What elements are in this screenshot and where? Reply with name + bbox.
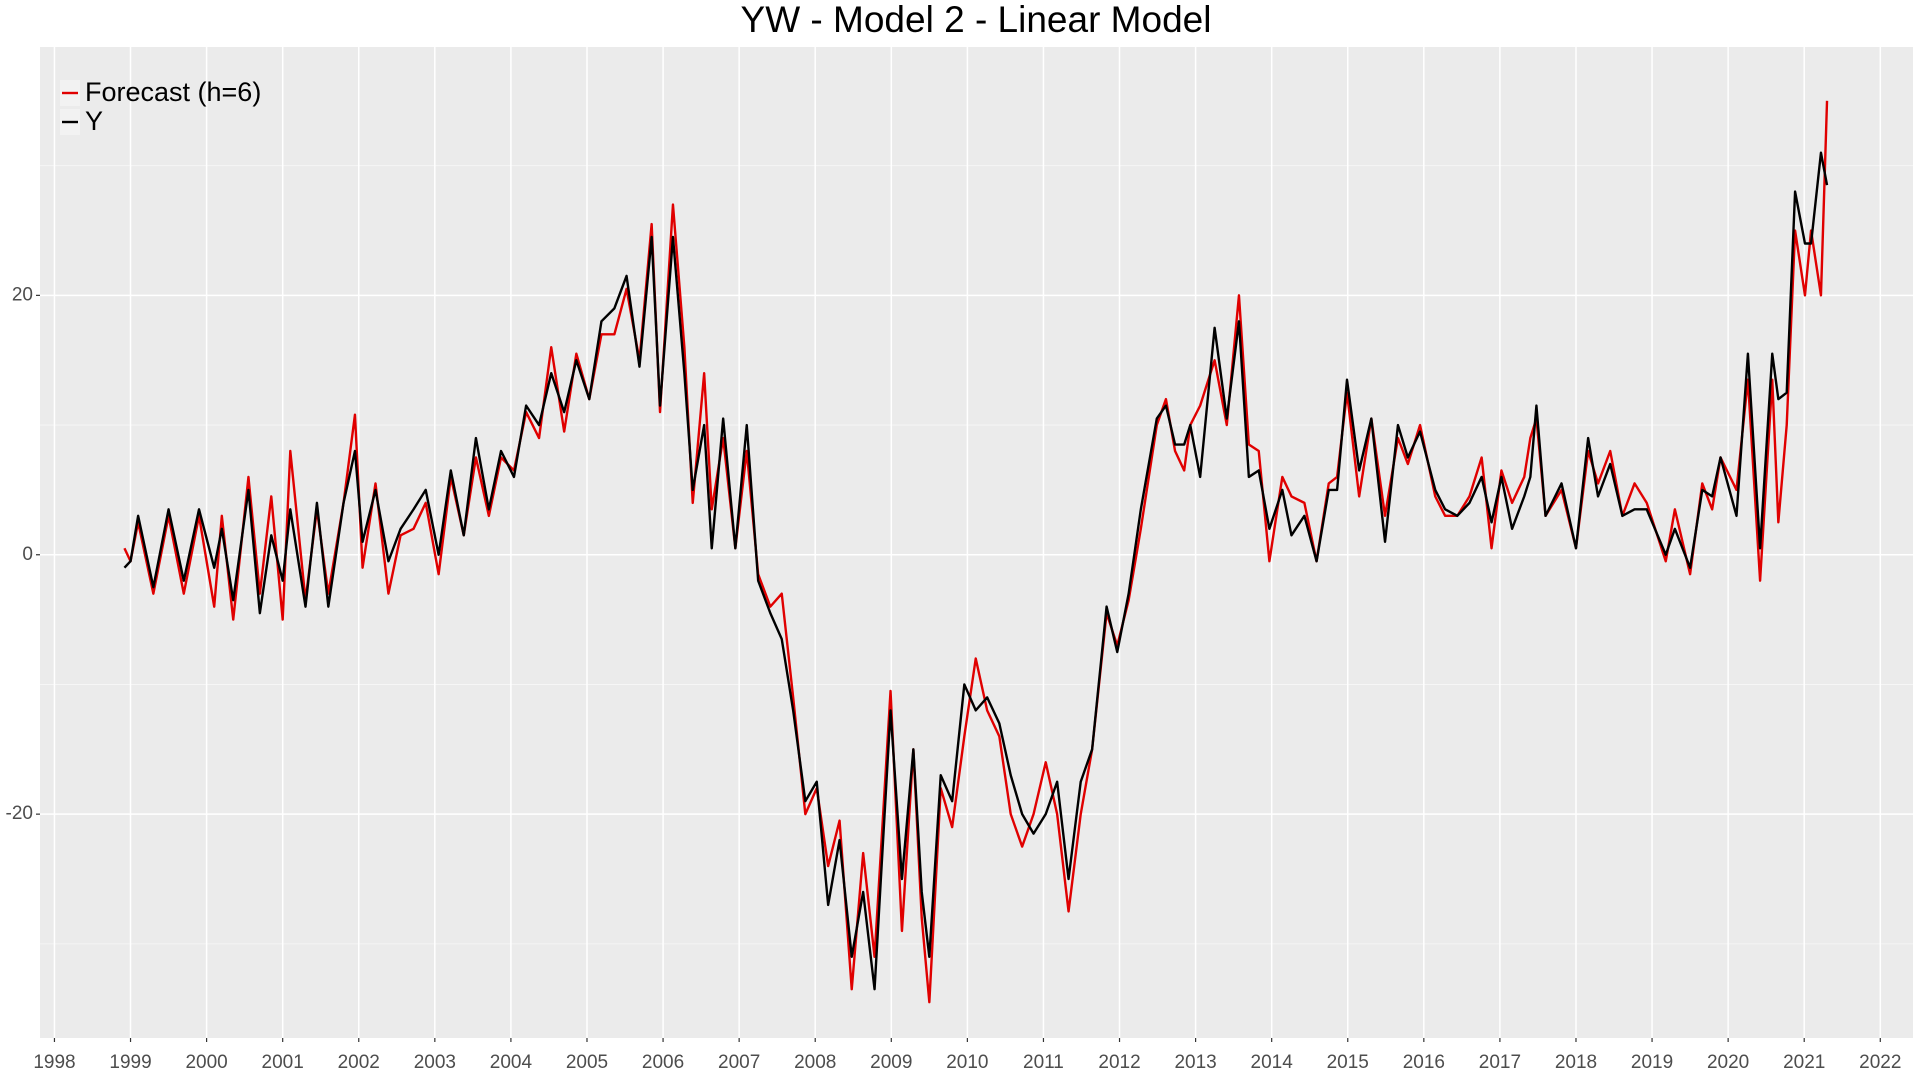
chart-title: YW - Model 2 - Linear Model xyxy=(741,0,1212,40)
y-tick-label: 20 xyxy=(12,284,33,305)
x-tick-label: 2013 xyxy=(1174,1052,1216,1073)
x-tick-label: 2010 xyxy=(946,1052,988,1073)
x-tick-label: 2022 xyxy=(1859,1052,1901,1073)
lines xyxy=(123,100,1829,1004)
x-tick-label: 2008 xyxy=(794,1052,836,1073)
x-tick-label: 2006 xyxy=(642,1052,684,1073)
x-tick-label: 2015 xyxy=(1327,1052,1369,1073)
panel-background xyxy=(40,47,1913,1038)
x-tick-label: 2002 xyxy=(338,1052,380,1073)
x-tick-label: 2020 xyxy=(1707,1052,1749,1073)
x-tick-label: 2005 xyxy=(566,1052,608,1073)
x-tick-label: 2003 xyxy=(414,1052,456,1073)
x-tick-label: 2007 xyxy=(718,1052,760,1073)
legend-label: Y xyxy=(85,106,103,136)
x-tick-label: 1998 xyxy=(33,1052,75,1073)
x-tick-label: 2014 xyxy=(1251,1052,1294,1073)
x-tick-label: 2018 xyxy=(1555,1052,1597,1073)
x-tick-label: 2021 xyxy=(1783,1052,1825,1073)
x-tick-label: 2017 xyxy=(1479,1052,1521,1073)
y-tick-label: -20 xyxy=(6,803,33,824)
legend-label: Forecast (h=6) xyxy=(85,77,261,107)
y-tick-label: 0 xyxy=(22,544,33,565)
x-tick-label: 2011 xyxy=(1023,1052,1064,1073)
legend: Forecast (h=6)Y xyxy=(60,77,261,136)
axes: -20 0 20 1998 1999 2000 2001 2002 2003 2004 2005 20… xyxy=(6,284,1902,1073)
x-tick-label: 2000 xyxy=(185,1052,227,1073)
series-line xyxy=(123,151,1829,991)
x-tick-label: 2012 xyxy=(1098,1052,1140,1073)
x-tick-label: 2019 xyxy=(1631,1052,1673,1073)
x-tick-label: 2016 xyxy=(1403,1052,1445,1073)
x-tick-label: 2001 xyxy=(262,1052,304,1073)
x-tick-label: 1999 xyxy=(109,1052,151,1073)
x-tick-label: 2009 xyxy=(870,1052,912,1073)
x-tick-label: 2004 xyxy=(490,1052,533,1073)
